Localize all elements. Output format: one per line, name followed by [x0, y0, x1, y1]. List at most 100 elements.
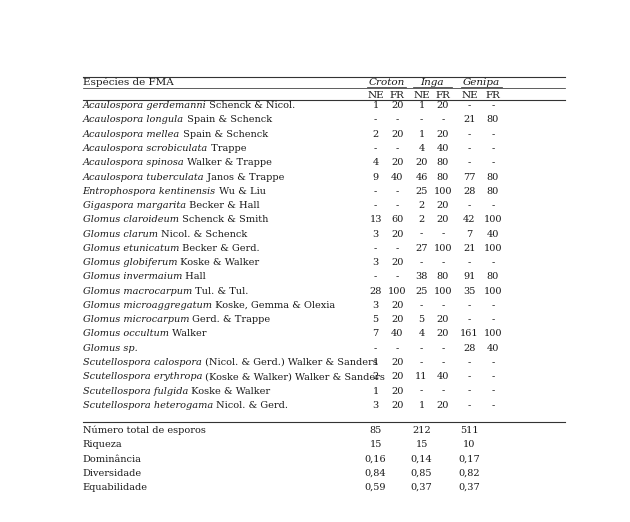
Text: Glomus etunicatum: Glomus etunicatum	[83, 244, 179, 253]
Text: 20: 20	[391, 372, 403, 381]
Text: Acaulospora gerdemanni: Acaulospora gerdemanni	[83, 101, 207, 110]
Text: 80: 80	[437, 172, 449, 182]
Text: 20: 20	[437, 201, 449, 210]
Text: 28: 28	[463, 344, 476, 353]
Text: -: -	[467, 101, 471, 110]
Text: Wu & Liu: Wu & Liu	[216, 187, 266, 196]
Text: -: -	[396, 244, 399, 253]
Text: Koske & Walker: Koske & Walker	[177, 258, 260, 267]
Text: Janos & Trappe: Janos & Trappe	[204, 172, 285, 182]
Text: Scutellospora heterogama: Scutellospora heterogama	[83, 401, 213, 410]
Text: NE: NE	[461, 91, 478, 100]
Text: 40: 40	[437, 144, 449, 153]
Text: Glomus sp.: Glomus sp.	[83, 344, 137, 353]
Text: 20: 20	[391, 258, 403, 267]
Text: -: -	[491, 101, 495, 110]
Text: Equabilidade: Equabilidade	[83, 483, 147, 492]
Text: -: -	[491, 129, 495, 139]
Text: 2: 2	[418, 201, 425, 210]
Text: Nicol. & Gerd.: Nicol. & Gerd.	[213, 401, 288, 410]
Text: 2: 2	[418, 215, 425, 224]
Text: -: -	[374, 344, 377, 353]
Text: -: -	[491, 258, 495, 267]
Text: NE: NE	[413, 91, 430, 100]
Text: -: -	[467, 401, 471, 410]
Text: 100: 100	[433, 244, 452, 253]
Text: Glomus occultum: Glomus occultum	[83, 329, 169, 338]
Text: FR: FR	[485, 91, 500, 100]
Text: Inga: Inga	[420, 78, 444, 87]
Text: 5: 5	[372, 315, 379, 324]
Text: -: -	[467, 129, 471, 139]
Text: Glomus microaggregatum: Glomus microaggregatum	[83, 301, 212, 310]
Text: Diversidade: Diversidade	[83, 469, 142, 478]
Text: Schenck & Smith: Schenck & Smith	[179, 215, 268, 224]
Text: 100: 100	[433, 287, 452, 295]
Text: 80: 80	[486, 115, 499, 124]
Text: 2: 2	[372, 129, 379, 139]
Text: 20: 20	[391, 129, 403, 139]
Text: -: -	[491, 387, 495, 396]
Text: 100: 100	[484, 329, 502, 338]
Text: 212: 212	[412, 426, 431, 435]
Text: 0,85: 0,85	[411, 469, 432, 478]
Text: 11: 11	[415, 372, 428, 381]
Text: -: -	[420, 258, 423, 267]
Text: Glomus clarum: Glomus clarum	[83, 230, 158, 239]
Text: -: -	[374, 115, 377, 124]
Text: -: -	[396, 187, 399, 196]
Text: Glomus microcarpum: Glomus microcarpum	[83, 315, 189, 324]
Text: -: -	[442, 230, 445, 239]
Text: 20: 20	[391, 230, 403, 239]
Text: 3: 3	[372, 401, 379, 410]
Text: 20: 20	[391, 301, 403, 310]
Text: Glomus macrocarpum: Glomus macrocarpum	[83, 287, 192, 295]
Text: -: -	[491, 301, 495, 310]
Text: FR: FR	[435, 91, 450, 100]
Text: 20: 20	[437, 329, 449, 338]
Text: -: -	[491, 144, 495, 153]
Text: 40: 40	[391, 172, 403, 182]
Text: 35: 35	[463, 287, 476, 295]
Text: 1: 1	[372, 387, 379, 396]
Text: -: -	[420, 387, 423, 396]
Text: -: -	[374, 187, 377, 196]
Text: -: -	[420, 344, 423, 353]
Text: -: -	[396, 144, 399, 153]
Text: -: -	[467, 144, 471, 153]
Text: Espécies de FMA: Espécies de FMA	[83, 77, 173, 87]
Text: 21: 21	[463, 244, 476, 253]
Text: Acaulospora mellea: Acaulospora mellea	[83, 129, 180, 139]
Text: 100: 100	[433, 187, 452, 196]
Text: 77: 77	[463, 172, 476, 182]
Text: -: -	[396, 344, 399, 353]
Text: -: -	[374, 272, 377, 281]
Text: 3: 3	[372, 230, 379, 239]
Text: 20: 20	[391, 358, 403, 367]
Text: -: -	[420, 301, 423, 310]
Text: 0,84: 0,84	[365, 469, 386, 478]
Text: 80: 80	[486, 172, 499, 182]
Text: -: -	[442, 344, 445, 353]
Text: 27: 27	[415, 244, 428, 253]
Text: FR: FR	[389, 91, 404, 100]
Text: -: -	[374, 244, 377, 253]
Text: 80: 80	[437, 158, 449, 167]
Text: 15: 15	[369, 441, 382, 449]
Text: 2: 2	[372, 372, 379, 381]
Text: 40: 40	[437, 372, 449, 381]
Text: 100: 100	[484, 287, 502, 295]
Text: 7: 7	[372, 329, 379, 338]
Text: Dominância: Dominância	[83, 455, 142, 464]
Text: (Koske & Walker) Walker & Sanders: (Koske & Walker) Walker & Sanders	[202, 372, 385, 381]
Text: 0,37: 0,37	[411, 483, 432, 492]
Text: 4: 4	[418, 144, 425, 153]
Text: 0,82: 0,82	[459, 469, 480, 478]
Text: 20: 20	[437, 315, 449, 324]
Text: 4: 4	[418, 329, 425, 338]
Text: Gigaspora margarita: Gigaspora margarita	[83, 201, 186, 210]
Text: -: -	[374, 201, 377, 210]
Text: Genipa: Genipa	[462, 78, 500, 87]
Text: 5: 5	[418, 315, 425, 324]
Text: Walker & Trappe: Walker & Trappe	[185, 158, 272, 167]
